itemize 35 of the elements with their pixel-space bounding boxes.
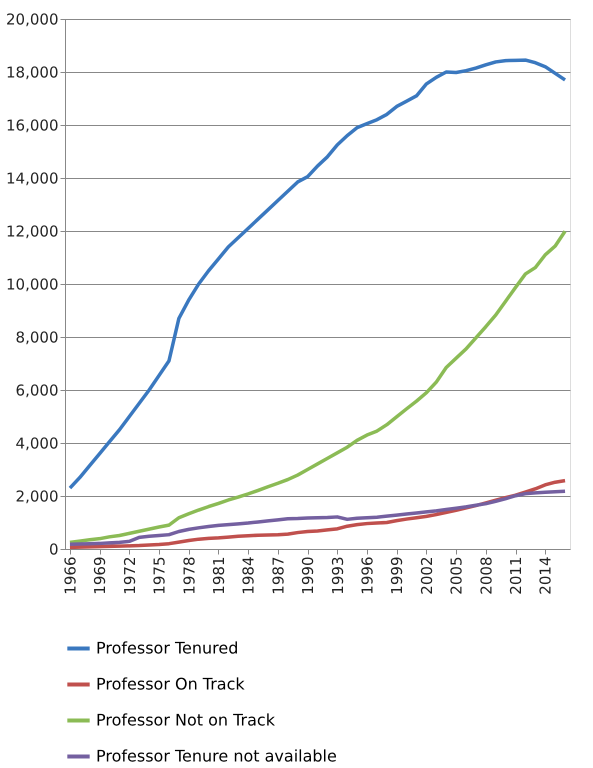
x-tick-label: 1978 bbox=[180, 556, 198, 595]
legend-label: Professor Tenure not available bbox=[96, 746, 337, 766]
y-tick-label: 18,000 bbox=[6, 64, 58, 82]
y-tick-label: 12,000 bbox=[6, 222, 58, 240]
x-tick-label: 2002 bbox=[418, 556, 436, 595]
line-series bbox=[68, 58, 567, 490]
x-tick-label: 1993 bbox=[328, 556, 347, 595]
y-tick-label: 8,000 bbox=[16, 328, 58, 346]
x-tick-label: 2008 bbox=[477, 556, 496, 595]
x-tick-label: 2011 bbox=[507, 556, 526, 595]
legend-label: Professor On Track bbox=[96, 674, 246, 694]
x-tick-label: 1987 bbox=[269, 556, 288, 595]
line-series bbox=[68, 230, 567, 544]
y-tick-label: 0 bbox=[48, 540, 58, 558]
legend-label: Professor Tenured bbox=[96, 638, 238, 658]
x-tick-label: 2014 bbox=[536, 556, 555, 595]
x-tick-label: 1972 bbox=[120, 556, 139, 595]
x-tick-label: 1999 bbox=[388, 556, 406, 595]
line-series bbox=[68, 489, 567, 546]
x-tick-label: 1981 bbox=[210, 556, 228, 595]
y-tick-label: 20,000 bbox=[6, 10, 58, 28]
x-tick-label: 1966 bbox=[61, 556, 80, 595]
y-tick-label: 6,000 bbox=[16, 382, 58, 400]
x-tick-label: 1990 bbox=[299, 556, 318, 595]
legend-label: Professor Not on Track bbox=[96, 710, 276, 730]
y-tick-label: 4,000 bbox=[16, 434, 58, 452]
y-tick-label: 10,000 bbox=[6, 276, 58, 294]
y-tick-label: 14,000 bbox=[6, 170, 58, 188]
x-tick-label: 1984 bbox=[240, 556, 258, 595]
y-tick-label: 2,000 bbox=[16, 488, 58, 506]
x-tick-label: 2005 bbox=[448, 556, 466, 595]
x-tick-label: 1996 bbox=[358, 556, 377, 595]
y-tick-label: 16,000 bbox=[6, 116, 58, 134]
x-tick-label: 1975 bbox=[150, 556, 169, 595]
x-tick-label: 1969 bbox=[91, 556, 110, 595]
